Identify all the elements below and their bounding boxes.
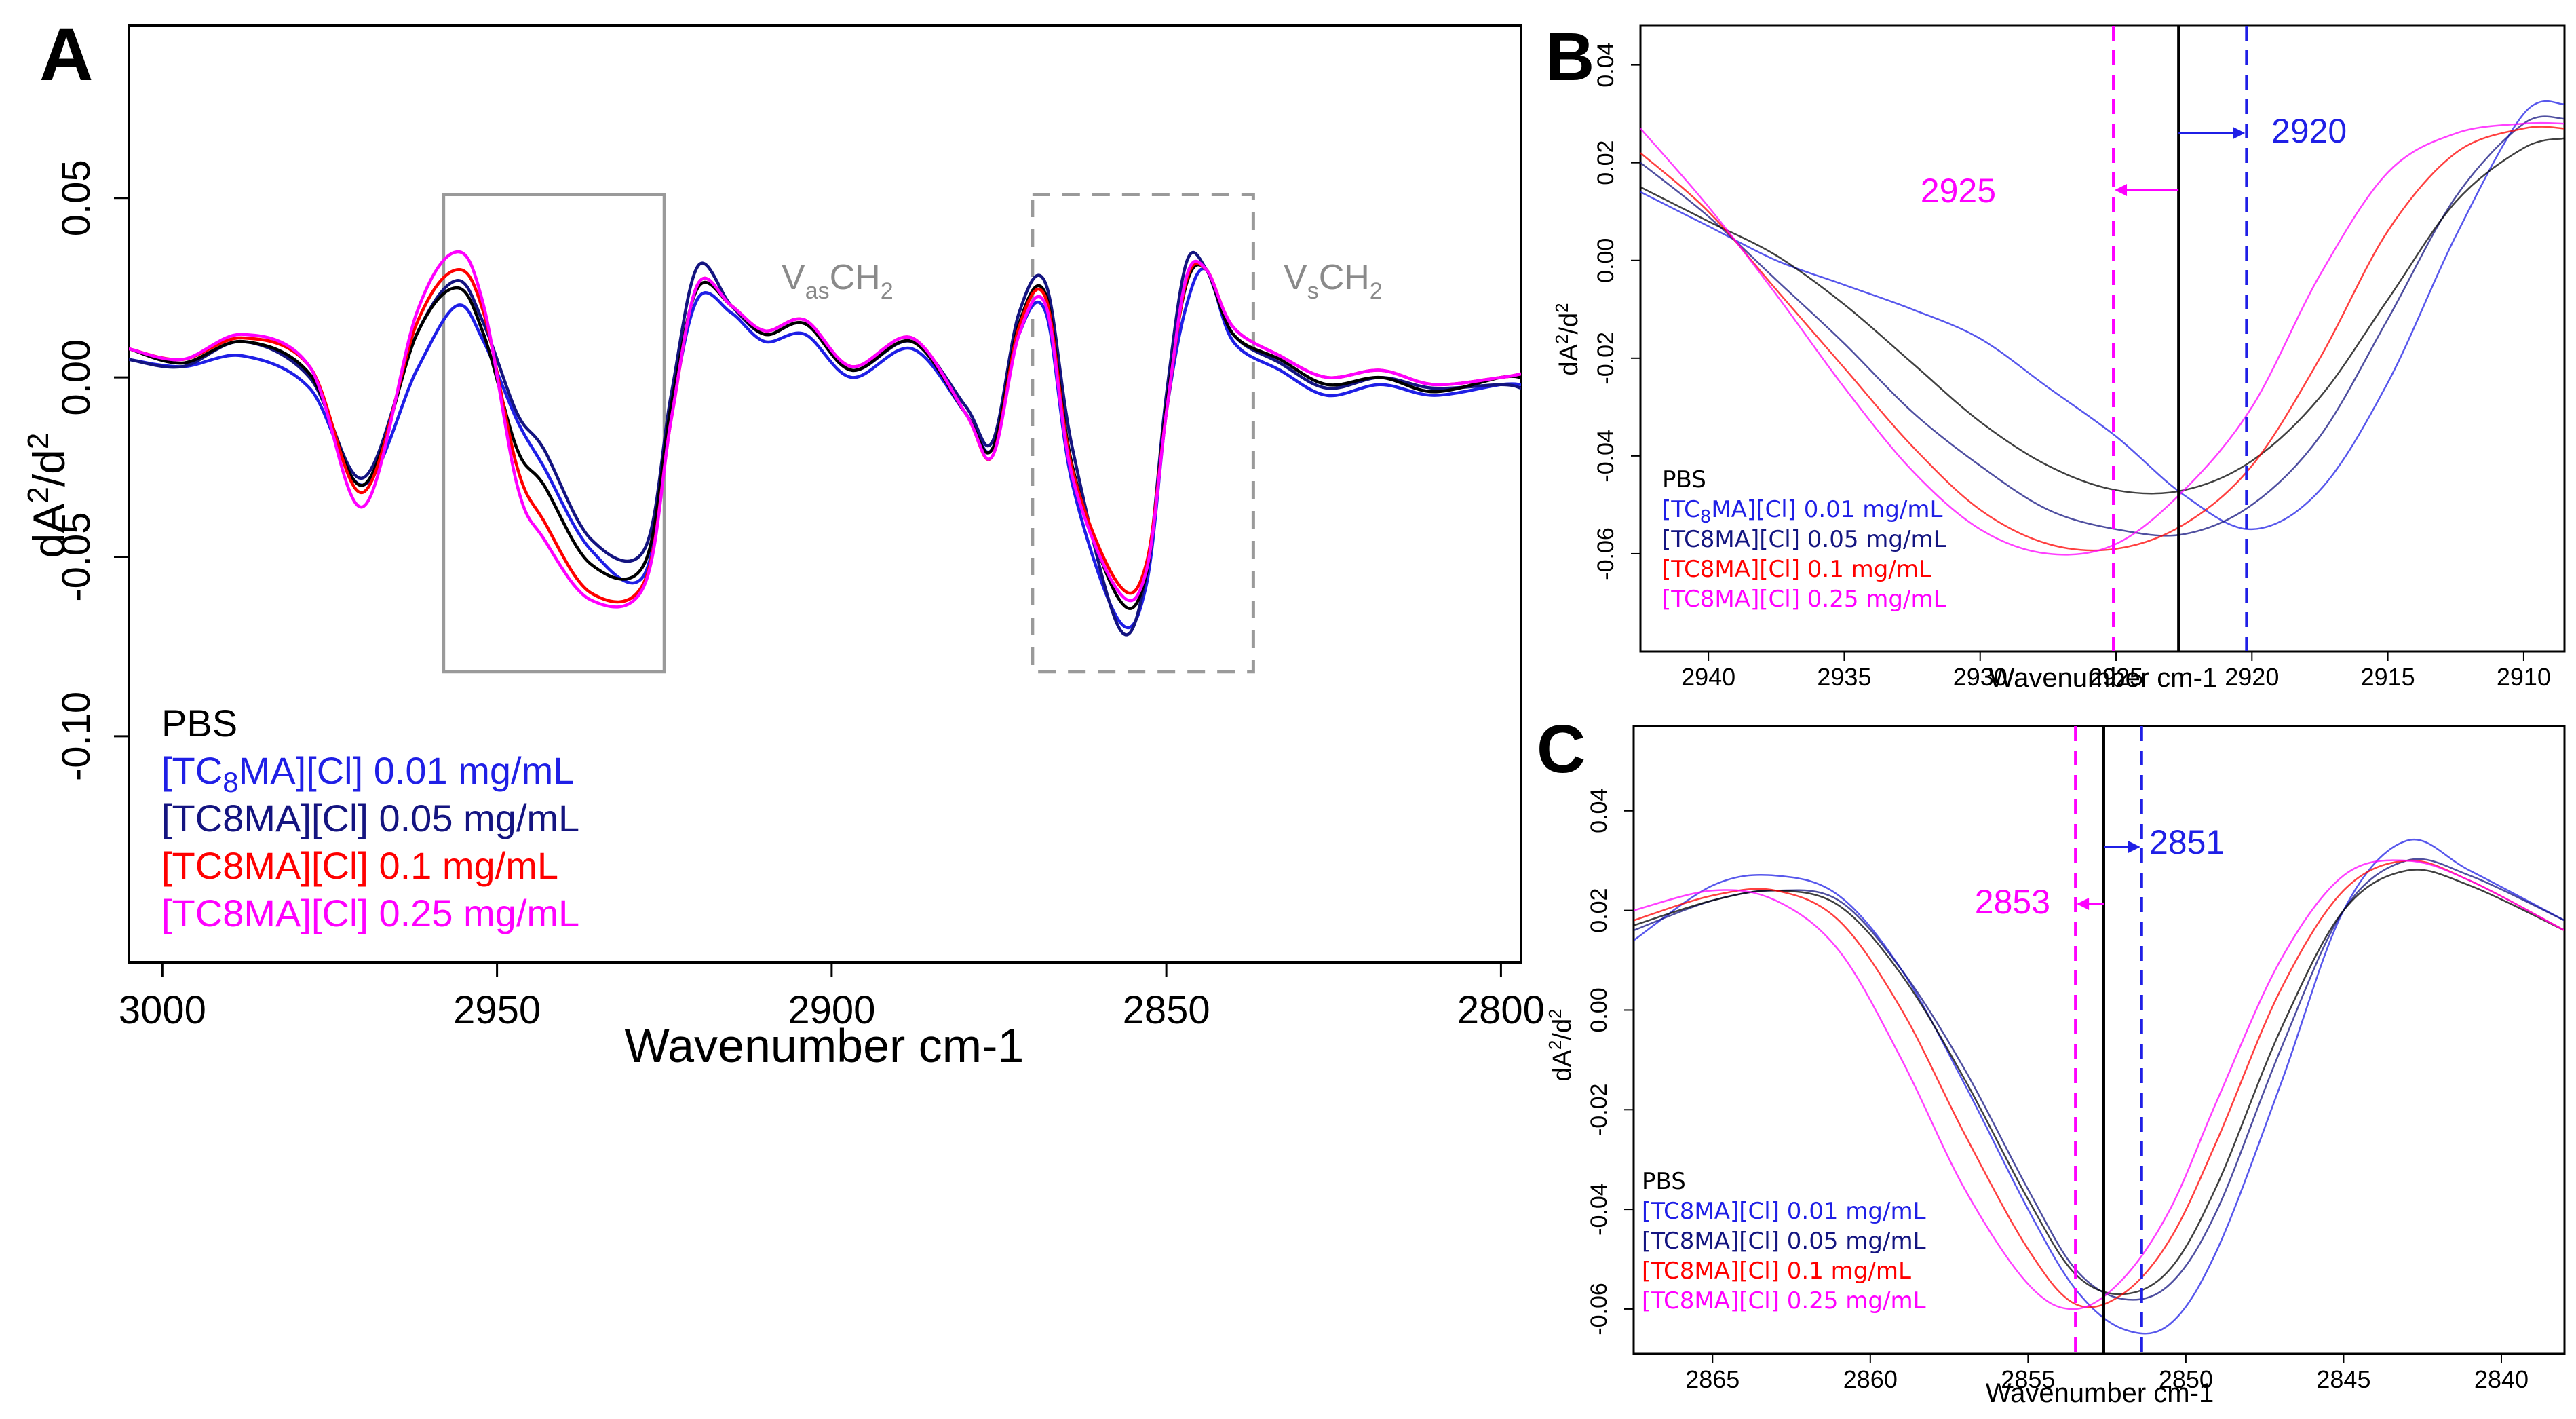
y-tick-label-a: 0.05 <box>54 159 98 236</box>
annotation-2925: 2925 <box>1921 172 1996 210</box>
panel-b: B 2940 2935 2930 2925 2920 2915 2910 -0.06 -0.04… <box>1545 19 2566 693</box>
box-label-vas: VasCH2 <box>782 258 893 304</box>
x-tick-label-a: 2850 <box>1123 988 1210 1032</box>
legend-a-005: [TC8MA][Cl] 0.05 mg/mL <box>161 797 579 839</box>
x-tick-label-a: 2900 <box>788 988 875 1032</box>
annotation-2853: 2853 <box>1975 883 2050 921</box>
x-axis-label-b: Wavenumber cm-1 <box>1989 663 2217 693</box>
x-tick-label-b: 2925 <box>2089 663 2143 691</box>
legend-b: PBS [TC8MA][Cl] 0.01 mg/mL [TC8MA][Cl] 0… <box>1662 466 1946 613</box>
highlight-box-2 <box>1031 193 1255 674</box>
y-tick-label-b: 0.04 <box>1593 43 1619 88</box>
x-axis-label-a: Wavenumber cm-1 <box>625 1019 1024 1072</box>
series-lines-b <box>1640 100 2564 556</box>
marker-lines-b <box>2112 26 2248 651</box>
x-tick-label-a: 2950 <box>453 988 541 1032</box>
y-tick-label-b: -0.06 <box>1593 527 1619 580</box>
x-tick-label-b: 2915 <box>2361 663 2415 691</box>
y-tick-label-c: 0.00 <box>1586 987 1612 1032</box>
panel-letter-b: B <box>1545 19 1594 95</box>
plot-frame-c <box>1632 725 2566 1355</box>
x-tick-label-c: 2855 <box>2001 1365 2055 1393</box>
series-line-PBS <box>1640 137 2564 495</box>
arrow-head-left <box>2077 898 2090 910</box>
annotation-2920: 2920 <box>2271 112 2347 150</box>
series-lines-a <box>129 250 1521 637</box>
axis-ticks-b: 2940 2935 2930 2925 2920 2915 2910 -0.06 -0.04 -0… <box>1593 43 2551 691</box>
y-axis-label-a: dA2/d2 <box>22 433 74 559</box>
legend-b-001: [TC8MA][Cl] 0.01 mg/mL <box>1662 496 1942 527</box>
y-tick-label-a: -0.05 <box>54 512 98 601</box>
legend-c-025: [TC8MA][Cl] 0.25 mg/mL <box>1642 1287 1926 1314</box>
series-line-c005 <box>1634 858 2564 1301</box>
series-line-c01 <box>129 261 1521 604</box>
y-tick-label-a: -0.10 <box>54 692 98 781</box>
panel-letter-c: C <box>1537 711 1585 787</box>
legend-a-025: [TC8MA][Cl] 0.25 mg/mL <box>161 892 579 934</box>
arrow-head-right <box>2128 841 2140 853</box>
panel-a: A 3000 2950 2900 2850 2800 -0.10 -0.05 0.00 0.05… <box>22 13 1545 1072</box>
arrow-head-left <box>2115 184 2128 196</box>
legend-a-001: [TC8MA][Cl] 0.01 mg/mL <box>161 749 574 798</box>
x-tick-label-a: 2800 <box>1457 988 1545 1032</box>
x-tick-label-b: 2920 <box>2225 663 2279 691</box>
y-axis-label-b: dA2/d2 <box>1552 303 1583 375</box>
panel-letter-a: A <box>39 13 93 96</box>
y-tick-label-b: -0.04 <box>1593 430 1619 483</box>
series-line-c025 <box>129 250 1521 609</box>
marker-lines-c <box>2074 726 2143 1354</box>
legend-c: PBS [TC8MA][Cl] 0.01 mg/mL [TC8MA][Cl] 0… <box>1642 1168 1926 1314</box>
x-tick-label-b: 2910 <box>2497 663 2551 691</box>
series-line-c01 <box>1634 859 2564 1308</box>
highlight-box-1 <box>442 193 666 674</box>
arrow-head-right <box>2233 127 2246 139</box>
legend-b-pbs: PBS <box>1662 466 1706 493</box>
y-tick-label-b: 0.00 <box>1593 238 1619 283</box>
plot-frame-b <box>1639 24 2566 653</box>
x-tick-label-b: 2940 <box>1681 663 1735 691</box>
y-tick-label-c: -0.06 <box>1586 1283 1612 1336</box>
y-tick-label-c: -0.04 <box>1586 1183 1612 1236</box>
legend-a-01: [TC8MA][Cl] 0.1 mg/mL <box>161 844 558 887</box>
series-line-c01 <box>1640 126 2564 552</box>
x-tick-label-b: 2930 <box>1953 663 2007 691</box>
axis-ticks-a: 3000 2950 2900 2850 2800 -0.10 -0.05 0.00 0.05 <box>54 159 1545 1032</box>
x-tick-label-c: 2840 <box>2474 1365 2529 1393</box>
series-line-c025 <box>1634 859 2564 1310</box>
series-line-c001 <box>1634 838 2564 1335</box>
y-tick-label-b: -0.02 <box>1593 332 1619 385</box>
series-line-c025 <box>1640 121 2564 556</box>
legend-b-025: [TC8MA][Cl] 0.25 mg/mL <box>1662 586 1946 613</box>
legend-a: PBS [TC8MA][Cl] 0.01 mg/mL [TC8MA][Cl] 0… <box>161 702 579 934</box>
box-label-vs: VsCH2 <box>1284 258 1383 304</box>
legend-c-001: [TC8MA][Cl] 0.01 mg/mL <box>1642 1198 1926 1225</box>
x-tick-label-c: 2850 <box>2159 1365 2213 1393</box>
legend-a-pbs: PBS <box>161 702 237 744</box>
series-line-c001 <box>1640 100 2564 531</box>
plot-frame-a <box>128 24 1522 964</box>
y-tick-label-a: 0.00 <box>54 339 98 416</box>
legend-c-01: [TC8MA][Cl] 0.1 mg/mL <box>1642 1257 1911 1285</box>
y-tick-label-c: 0.02 <box>1586 888 1612 933</box>
panel-c: C 2865 2860 2855 2850 2845 2840 -0.06 -0.04 -0.0… <box>1537 711 2566 1408</box>
series-line-c005 <box>1640 115 2564 537</box>
y-tick-label-c: 0.04 <box>1586 789 1612 833</box>
x-tick-label-c: 2860 <box>1843 1365 1898 1393</box>
legend-b-01: [TC8MA][Cl] 0.1 mg/mL <box>1662 556 1931 583</box>
x-tick-label-c: 2865 <box>1685 1365 1739 1393</box>
legend-c-005: [TC8MA][Cl] 0.05 mg/mL <box>1642 1228 1926 1255</box>
x-tick-label-a: 3000 <box>119 988 206 1032</box>
x-tick-label-b: 2935 <box>1817 663 1871 691</box>
x-axis-label-c: Wavenumber cm-1 <box>1986 1378 2214 1408</box>
y-tick-label-c: -0.02 <box>1586 1084 1612 1137</box>
legend-c-pbs: PBS <box>1642 1168 1686 1195</box>
annotation-2851: 2851 <box>2149 823 2225 861</box>
y-axis-label-c: dA2/d2 <box>1545 1008 1577 1081</box>
axis-ticks-c: 2865 2860 2855 2850 2845 2840 -0.06 -0.04 -0.02 0… <box>1586 789 2529 1393</box>
x-tick-label-c: 2845 <box>2316 1365 2370 1393</box>
y-tick-label-b: 0.02 <box>1593 140 1619 185</box>
legend-b-005: [TC8MA][Cl] 0.05 mg/mL <box>1662 526 1946 553</box>
